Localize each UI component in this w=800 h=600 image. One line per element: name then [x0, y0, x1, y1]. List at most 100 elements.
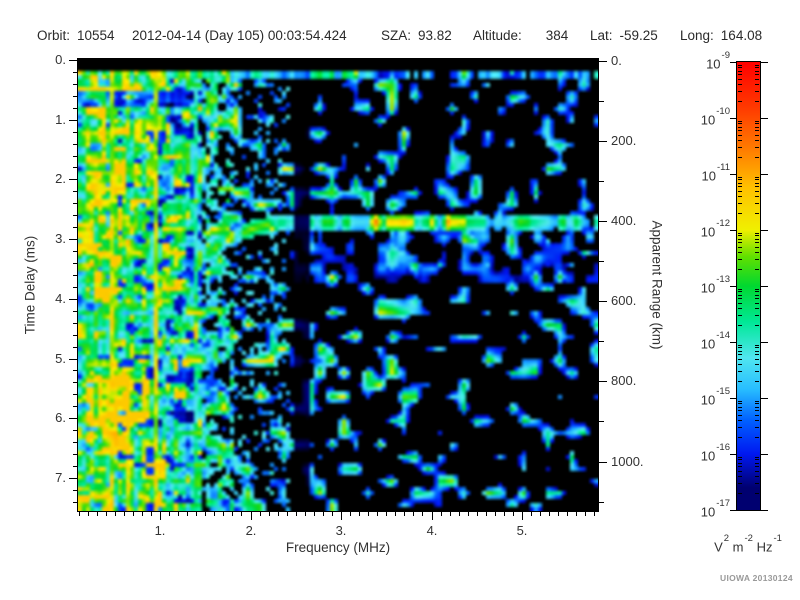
colorbar-tick-mark	[738, 427, 742, 428]
colorbar-frame	[736, 61, 761, 511]
colorbar-tick-mark	[730, 286, 736, 287]
tick-mark	[73, 191, 77, 192]
tick-mark	[599, 462, 607, 463]
colorbar-tick-mark	[755, 196, 759, 197]
tick-mark	[73, 251, 77, 252]
colorbar-tick-mark	[761, 398, 768, 399]
colorbar-tick-mark	[755, 345, 759, 346]
colorbar-tick-mark	[738, 179, 742, 180]
colorbar-tick-mark	[755, 101, 759, 102]
colorbar-tick-mark	[755, 213, 759, 214]
tick-mark	[133, 512, 134, 516]
tick-mark	[160, 512, 161, 520]
tick-mark	[404, 512, 405, 516]
axis-title-time-delay: Time Delay (ms)	[22, 235, 38, 335]
tick-label: 2.	[245, 523, 257, 538]
tick-mark	[432, 512, 433, 520]
colorbar-tick-mark	[738, 359, 742, 360]
tick-mark	[599, 381, 607, 382]
colorbar-tick-mark	[730, 342, 736, 343]
colorbar-tick-mark	[761, 118, 768, 119]
colorbar-tick-mark	[738, 420, 742, 421]
colorbar-tick-mark	[738, 298, 742, 299]
colorbar-unit-label: V2 m-2 Hz-1	[714, 533, 782, 555]
colorbar-tick-mark	[755, 415, 759, 416]
tick-mark	[549, 512, 550, 516]
colorbar-tick-mark	[738, 183, 742, 184]
tick-label: 800.	[611, 373, 637, 388]
tick-label: 5.	[516, 523, 528, 538]
colorbar-tick-mark	[761, 510, 768, 511]
colorbar-tick-mark	[755, 315, 759, 316]
tick-mark	[513, 512, 514, 516]
colorbar-tick-mark	[738, 239, 742, 240]
colorbar-tick-mark	[738, 235, 742, 236]
colorbar-tick-mark	[738, 415, 742, 416]
colorbar-tick-mark	[738, 84, 742, 85]
colorbar-tick-mark	[755, 303, 759, 304]
tick-mark	[106, 512, 107, 516]
tick-mark	[73, 490, 77, 491]
colorbar-tick-label: 10-15	[700, 386, 730, 408]
tick-mark	[73, 203, 77, 204]
colorbar-tick-mark	[755, 130, 759, 131]
tick-mark	[223, 512, 224, 516]
tick-mark	[73, 287, 77, 288]
tick-label: 0.	[55, 52, 66, 67]
colorbar-tick-mark	[730, 230, 736, 231]
colorbar-tick-label: 10-16	[700, 442, 730, 464]
colorbar-tick-mark	[761, 286, 768, 287]
tick-mark	[232, 512, 233, 516]
colorbar-tick-mark	[755, 463, 759, 464]
colorbar-tick-mark	[755, 183, 759, 184]
colorbar-tick-mark	[738, 101, 742, 102]
watermark: UIOWA 20130124	[720, 573, 793, 583]
colorbar-tick-mark	[738, 259, 742, 260]
colorbar-tick-mark	[755, 140, 759, 141]
tick-mark	[260, 512, 261, 516]
tick-mark	[196, 512, 197, 516]
tick-mark	[422, 512, 423, 516]
tick-mark	[69, 299, 77, 300]
tick-mark	[73, 156, 77, 157]
colorbar-tick-mark	[761, 342, 768, 343]
tick-mark	[73, 382, 77, 383]
colorbar-tick-mark	[738, 303, 742, 304]
tick-mark	[73, 430, 77, 431]
tick-mark	[540, 512, 541, 516]
colorbar-tick-mark	[755, 135, 759, 136]
colorbar-tick-mark	[738, 345, 742, 346]
tick-mark	[531, 512, 532, 516]
tick-mark	[73, 323, 77, 324]
colorbar-tick-mark	[730, 174, 736, 175]
tick-label: 1.	[55, 112, 66, 127]
tick-label: 1000.	[611, 454, 644, 469]
colorbar-tick-mark	[738, 130, 742, 131]
tick-mark	[241, 512, 242, 516]
tick-mark	[88, 512, 89, 516]
colorbar-tick-mark	[738, 74, 742, 75]
colorbar-tick-mark	[755, 79, 759, 80]
tick-mark	[73, 108, 77, 109]
colorbar-tick-mark	[738, 291, 742, 292]
colorbar-tick-mark	[755, 239, 759, 240]
header-field-value: 93.82	[418, 28, 452, 43]
colorbar-tick-mark	[730, 510, 736, 511]
tick-mark	[187, 512, 188, 516]
colorbar-tick-exponent: -11	[716, 162, 730, 173]
colorbar-tick-mark	[755, 71, 759, 72]
tick-mark	[413, 512, 414, 516]
unit-exponent: 2	[723, 533, 730, 544]
colorbar-tick-mark	[738, 401, 742, 402]
tick-mark	[124, 512, 125, 516]
colorbar-tick-mark	[738, 123, 742, 124]
colorbar-tick-mark	[755, 298, 759, 299]
colorbar-tick-mark	[755, 483, 759, 484]
colorbar-tick-mark	[755, 65, 759, 66]
colorbar-tick-mark	[738, 457, 742, 458]
header-field-label: Lat:	[590, 28, 613, 43]
colorbar-tick-mark	[755, 252, 759, 253]
unit-exponent: -2	[744, 533, 753, 544]
tick-mark	[305, 512, 306, 516]
header-field-value: 384	[545, 28, 569, 43]
